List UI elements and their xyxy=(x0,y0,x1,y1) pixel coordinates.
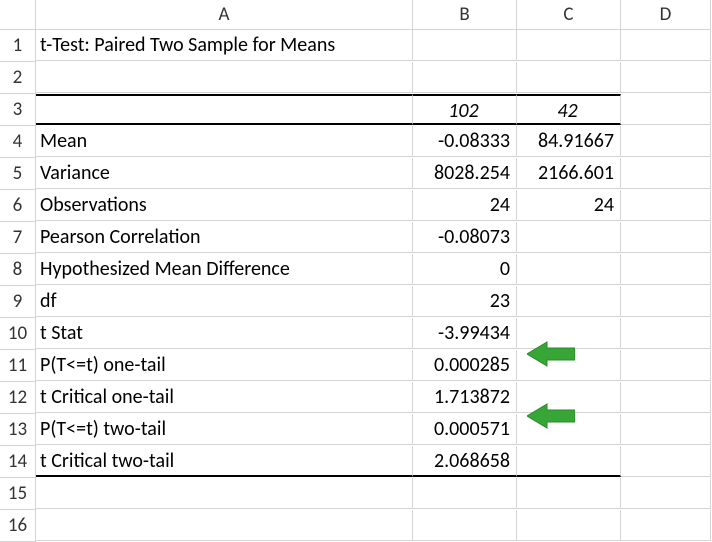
cell-B15[interactable] xyxy=(413,478,517,509)
col-header-A[interactable]: A xyxy=(36,0,413,30)
row-header-9[interactable]: 9 xyxy=(0,286,36,318)
cell-A13[interactable]: P(T<=t) two-tail xyxy=(36,414,413,445)
cell-D13[interactable] xyxy=(621,414,711,445)
cell-C9[interactable] xyxy=(517,286,621,317)
col-header-C[interactable]: C xyxy=(517,0,621,30)
row-header-16[interactable]: 16 xyxy=(0,510,36,542)
cell-D2[interactable] xyxy=(621,62,711,93)
cell-A14[interactable]: t Critical two-tail xyxy=(36,446,413,477)
cell-B11[interactable]: 0.000285 xyxy=(413,350,517,381)
cell-C14[interactable] xyxy=(517,446,621,477)
cell-A5[interactable]: Variance xyxy=(36,158,413,189)
cell-B3[interactable]: 102 xyxy=(413,94,517,125)
row-header-5[interactable]: 5 xyxy=(0,158,36,190)
cell-D5[interactable] xyxy=(621,158,711,189)
col-header-B[interactable]: B xyxy=(413,0,517,30)
cell-D15[interactable] xyxy=(621,478,711,509)
cell-D10[interactable] xyxy=(621,318,711,349)
cell-A10[interactable]: t Stat xyxy=(36,318,413,349)
row-header-13[interactable]: 13 xyxy=(0,414,36,446)
cell-C15[interactable] xyxy=(517,478,621,509)
cell-A8[interactable]: Hypothesized Mean Difference xyxy=(36,254,413,285)
row-header-1[interactable]: 1 xyxy=(0,30,36,62)
cell-B1[interactable] xyxy=(413,30,517,61)
cell-D8[interactable] xyxy=(621,254,711,285)
row-header-12[interactable]: 12 xyxy=(0,382,36,414)
row-header-2[interactable]: 2 xyxy=(0,62,36,94)
cell-D6[interactable] xyxy=(621,190,711,221)
cell-B14[interactable]: 2.068658 xyxy=(413,446,517,477)
cell-C4[interactable]: 84.91667 xyxy=(517,126,621,157)
row-header-4[interactable]: 4 xyxy=(0,126,36,158)
cell-A6[interactable]: Observations xyxy=(36,190,413,221)
cell-C13[interactable] xyxy=(517,414,621,445)
row-header-6[interactable]: 6 xyxy=(0,190,36,222)
cell-C7[interactable] xyxy=(517,222,621,253)
cell-B2[interactable] xyxy=(413,62,517,93)
cell-C12[interactable] xyxy=(517,382,621,413)
cell-B12[interactable]: 1.713872 xyxy=(413,382,517,413)
cell-A7[interactable]: Pearson Correlation xyxy=(36,222,413,253)
row-header-7[interactable]: 7 xyxy=(0,222,36,254)
cell-B7[interactable]: -0.08073 xyxy=(413,222,517,253)
row-header-3[interactable]: 3 xyxy=(0,94,36,126)
cell-C2[interactable] xyxy=(517,62,621,93)
cell-B9[interactable]: 23 xyxy=(413,286,517,317)
cell-A1[interactable]: t-Test: Paired Two Sample for Means xyxy=(36,30,413,61)
cell-D1[interactable] xyxy=(621,30,711,61)
cell-B6[interactable]: 24 xyxy=(413,190,517,221)
cell-C10[interactable] xyxy=(517,318,621,349)
cell-A15[interactable] xyxy=(36,478,413,509)
cell-C3[interactable]: 42 xyxy=(517,94,621,125)
cell-C8[interactable] xyxy=(517,254,621,285)
cell-B13[interactable]: 0.000571 xyxy=(413,414,517,445)
cell-D9[interactable] xyxy=(621,286,711,317)
cell-C1[interactable] xyxy=(517,30,621,61)
row-header-8[interactable]: 8 xyxy=(0,254,36,286)
cell-C5[interactable]: 2166.601 xyxy=(517,158,621,189)
cell-B4[interactable]: -0.08333 xyxy=(413,126,517,157)
cell-A12[interactable]: t Critical one-tail xyxy=(36,382,413,413)
cell-D4[interactable] xyxy=(621,126,711,157)
row-header-15[interactable]: 15 xyxy=(0,478,36,510)
row-header-14[interactable]: 14 xyxy=(0,446,36,478)
cell-D3[interactable] xyxy=(621,94,711,125)
cell-D7[interactable] xyxy=(621,222,711,253)
cell-A3[interactable] xyxy=(36,94,413,125)
cell-B8[interactable]: 0 xyxy=(413,254,517,285)
col-header-D[interactable]: D xyxy=(621,0,711,30)
row-header-11[interactable]: 11 xyxy=(0,350,36,382)
select-all-corner[interactable] xyxy=(0,0,36,30)
cell-A2[interactable] xyxy=(36,62,413,93)
cell-C11[interactable] xyxy=(517,350,621,381)
cell-D12[interactable] xyxy=(621,382,711,413)
spreadsheet-grid: A B C D 1 t-Test: Paired Two Sample for … xyxy=(0,0,712,542)
cell-A9[interactable]: df xyxy=(36,286,413,317)
cell-C6[interactable]: 24 xyxy=(517,190,621,221)
cell-A11[interactable]: P(T<=t) one-tail xyxy=(36,350,413,381)
row-header-10[interactable]: 10 xyxy=(0,318,36,350)
cell-D11[interactable] xyxy=(621,350,711,381)
cell-A4[interactable]: Mean xyxy=(36,126,413,157)
cell-B5[interactable]: 8028.254 xyxy=(413,158,517,189)
cell-D14[interactable] xyxy=(621,446,711,477)
cell-B10[interactable]: -3.99434 xyxy=(413,318,517,349)
